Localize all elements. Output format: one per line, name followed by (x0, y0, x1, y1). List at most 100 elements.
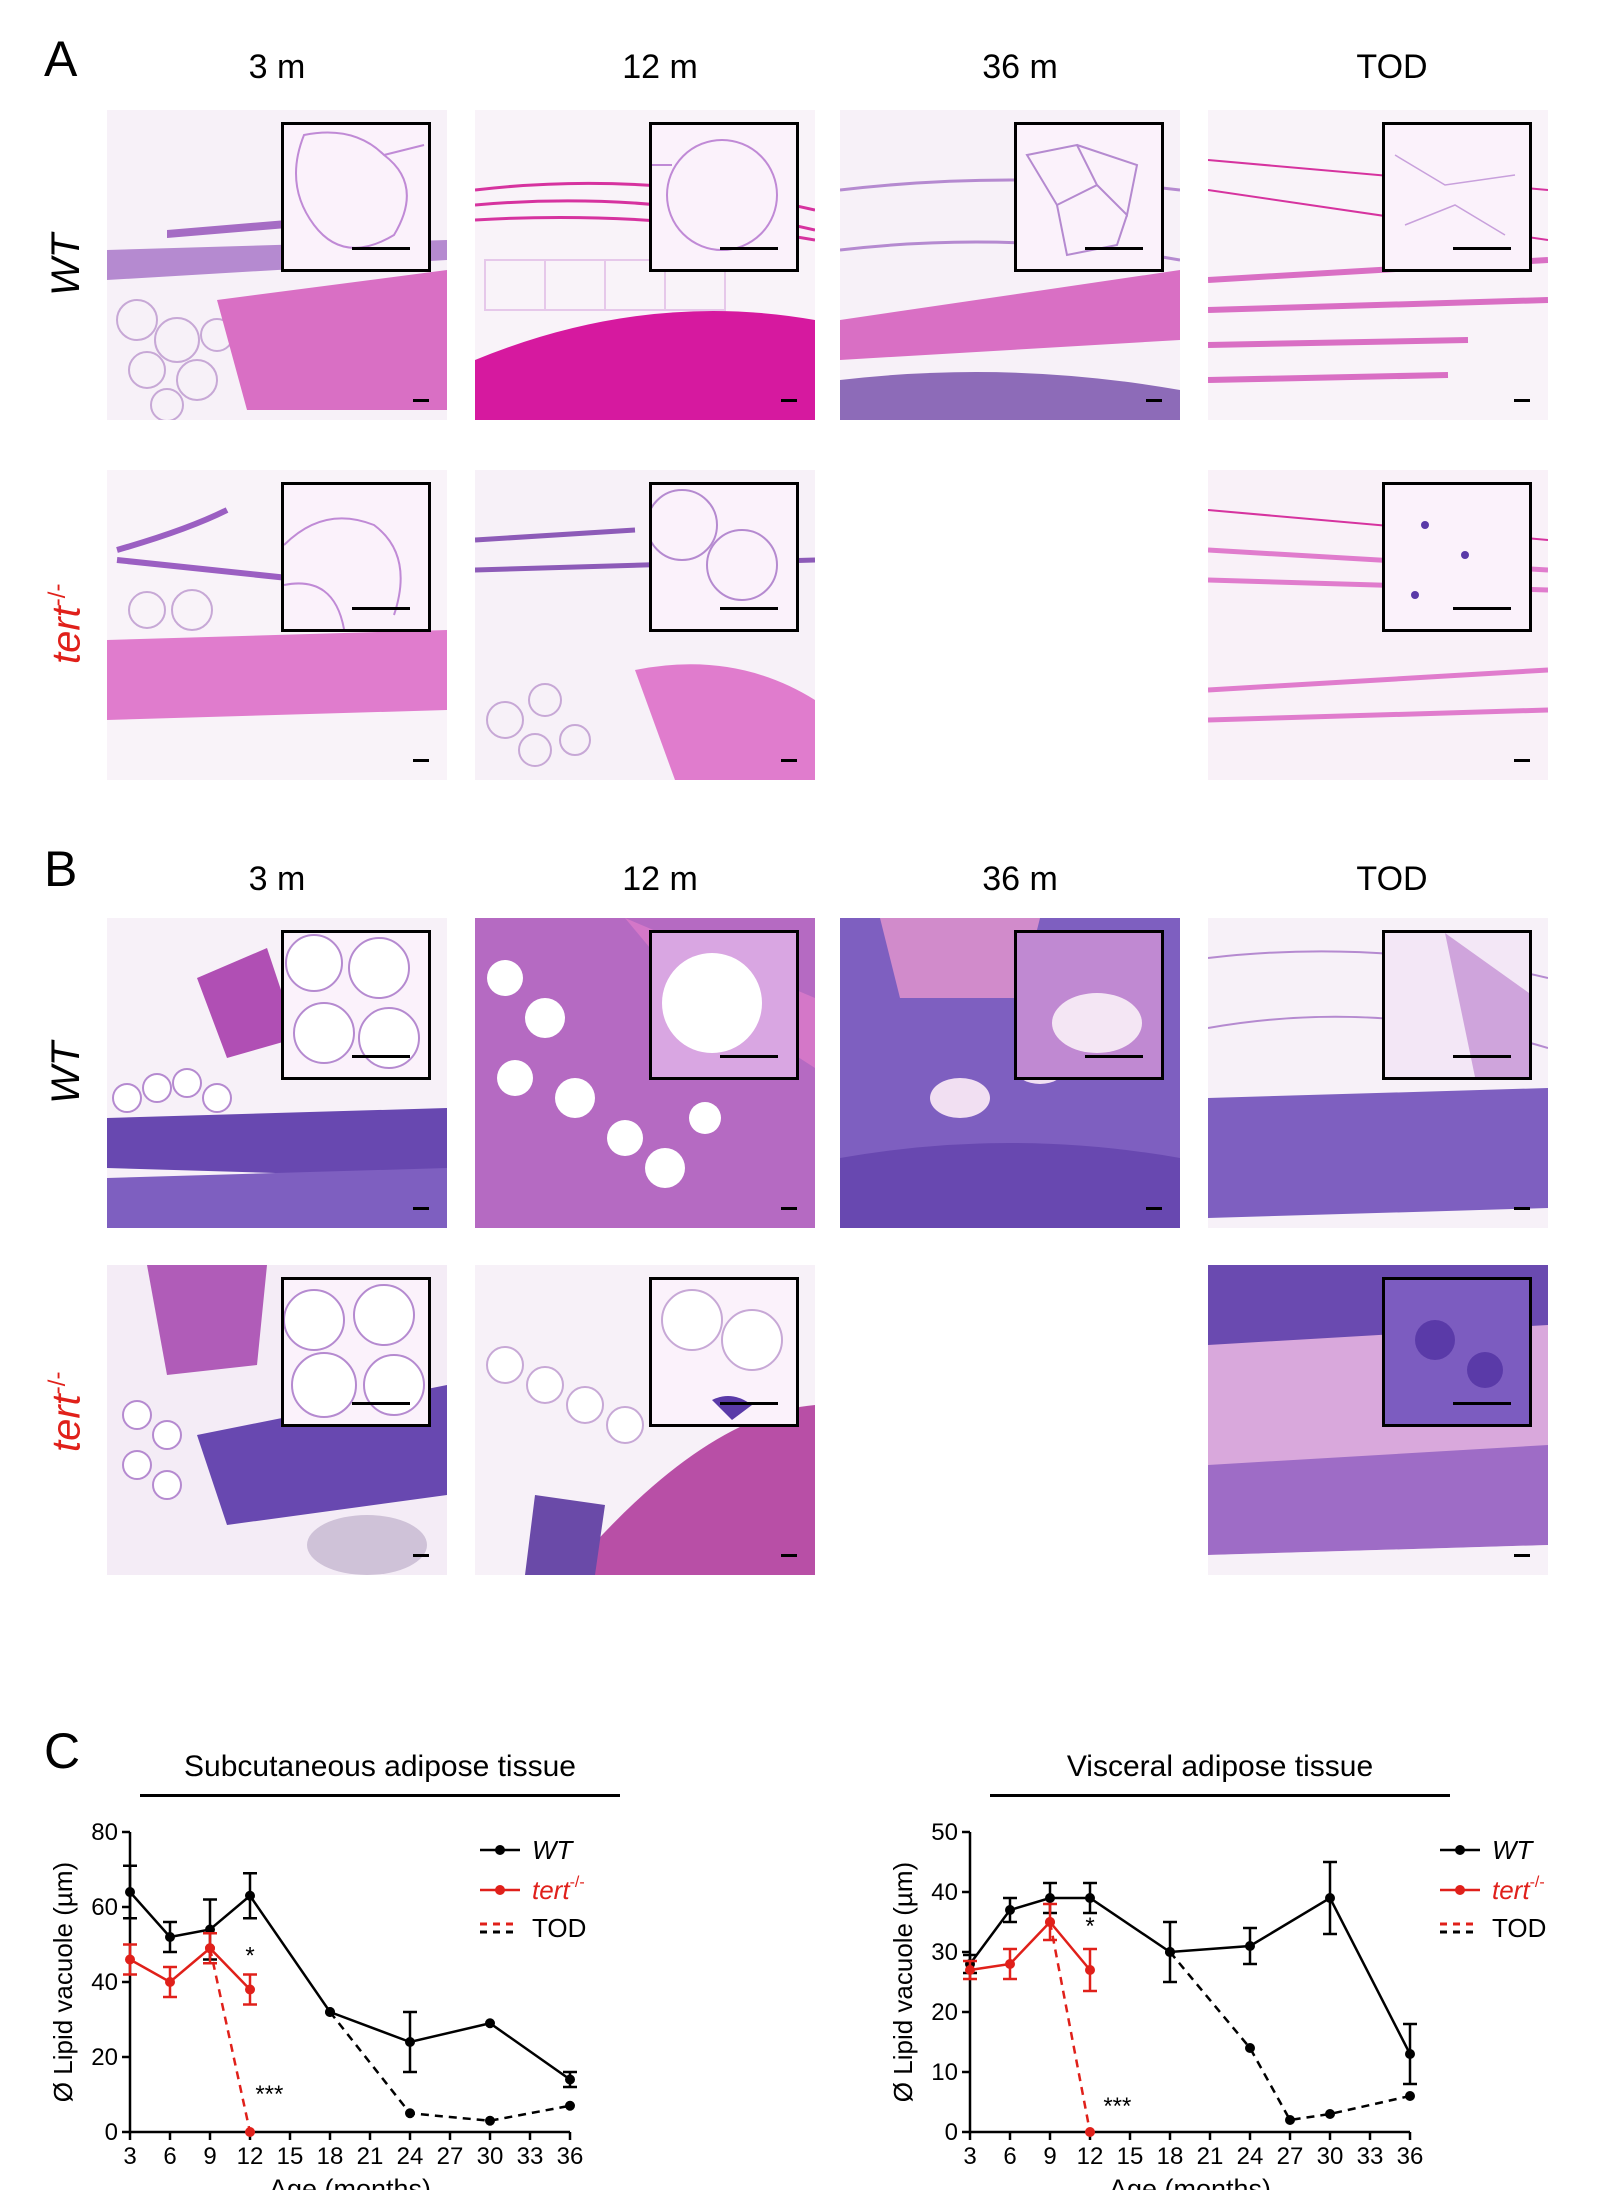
data-point (205, 1943, 215, 1954)
legend-marker-wt (1455, 1845, 1465, 1855)
significance-marker: * (245, 1942, 254, 1969)
data-point (245, 1890, 255, 1901)
data-point (245, 1984, 255, 1995)
data-point (125, 1887, 135, 1897)
scale-bar (781, 1207, 797, 1210)
legend-label-wt: WT (532, 1835, 575, 1865)
panel-c-label: C (44, 1723, 81, 1779)
scale-bar (781, 759, 797, 762)
x-tick-label: 21 (357, 2143, 384, 2170)
x-tick-label: 30 (1317, 2143, 1344, 2170)
x-tick-label: 12 (237, 2143, 264, 2170)
significance-marker: *** (255, 2081, 283, 2108)
inset-scale-bar (352, 607, 410, 610)
y-tick-label: 0 (105, 2119, 118, 2146)
histology-a-wt-12m (475, 110, 815, 420)
legend-label-tert: tert-/- (532, 1874, 585, 1905)
histology-a-tert-12m (475, 470, 815, 780)
histology-b-wt-36m (840, 918, 1180, 1228)
legend-marker-tert (495, 1885, 505, 1895)
y-tick-label: 30 (931, 1939, 958, 1966)
histology-a-wt-3m (107, 110, 447, 420)
x-tick-label: 36 (557, 2143, 584, 2170)
histology-a-tert-tod (1208, 470, 1548, 780)
panel-a-label: A (44, 31, 78, 87)
inset-scale-bar (720, 607, 778, 610)
data-point (1085, 1893, 1095, 1903)
histology-b-wt-tod (1208, 918, 1548, 1228)
data-point (245, 2127, 255, 2137)
data-point (965, 1965, 975, 1975)
y-tick-label: 50 (931, 1819, 958, 1846)
panel-a-col-tod: TOD (1356, 48, 1428, 86)
data-point (165, 1977, 175, 1987)
x-tick-label: 3 (123, 2143, 136, 2170)
series-line (329, 2011, 571, 2123)
inset-scale-bar (1085, 1055, 1143, 1058)
inset-a-wt-tod (1382, 122, 1532, 272)
x-tick-label: 9 (1043, 2143, 1056, 2170)
inset-scale-bar (1453, 1402, 1511, 1405)
panel-b-label: B (44, 841, 78, 897)
data-point (1285, 2115, 1295, 2125)
histology-b-wt-12m (475, 918, 815, 1228)
data-point (1165, 1947, 1175, 1957)
scale-bar (1514, 1207, 1530, 1210)
inset-scale-bar (720, 1402, 778, 1405)
scale-bar (413, 399, 429, 402)
x-axis-label: Age (months) (1109, 2174, 1271, 2190)
x-tick-label: 21 (1197, 2143, 1224, 2170)
x-tick-label: 27 (1277, 2143, 1304, 2170)
data-point (405, 2108, 415, 2119)
data-point (1245, 2043, 1255, 2053)
x-axis-label: Age (months) (269, 2174, 431, 2190)
scale-bar (1146, 399, 1162, 402)
data-point (325, 2007, 335, 2017)
inset-scale-bar (352, 1402, 410, 1405)
inset-scale-bar (1453, 1055, 1511, 1058)
data-point (565, 2074, 575, 2085)
inset-a-tert-12m (649, 482, 799, 632)
inset-b-tert-12m (649, 1277, 799, 1427)
histology-b-wt-3m (107, 918, 447, 1228)
x-tick-label: 27 (437, 2143, 464, 2170)
legend-marker-wt (495, 1845, 505, 1855)
y-tick-label: 20 (931, 1999, 958, 2026)
data-point (1085, 1965, 1095, 1975)
y-tick-label: 60 (91, 1894, 118, 1921)
y-axis-label: Ø Lipid vacuole (µm) (48, 1862, 78, 2102)
legend-label-tert: tert-/- (1492, 1874, 1545, 1905)
data-point (1005, 1905, 1015, 1915)
x-tick-label: 3 (963, 2143, 976, 2170)
significance-marker: * (1085, 1913, 1094, 1940)
data-point (1245, 1941, 1255, 1951)
data-point (1405, 2091, 1415, 2101)
inset-b-wt-3m (281, 930, 431, 1080)
series-line (208, 1947, 252, 2133)
histology-b-tert-12m (475, 1265, 815, 1575)
series-line (1169, 1951, 1411, 2122)
scale-bar (413, 759, 429, 762)
series-line (129, 1891, 571, 2081)
inset-b-wt-36m (1014, 930, 1164, 1080)
data-point (405, 2037, 415, 2047)
scale-bar (1514, 1554, 1530, 1557)
legend-label-tert-sup: -/- (570, 1874, 585, 1891)
y-axis-label: Ø Lipid vacuole (µm) (888, 1862, 918, 2102)
x-tick-label: 6 (1003, 2143, 1016, 2170)
panel-b-col-3m: 3 m (248, 860, 306, 898)
inset-scale-bar (720, 1055, 778, 1058)
inset-a-wt-3m (281, 122, 431, 272)
x-tick-label: 15 (277, 2143, 304, 2170)
x-tick-label: 33 (517, 2143, 544, 2170)
legend-label-tod: TOD (532, 1913, 586, 1943)
title-underline (990, 1794, 1450, 1797)
significance-marker: *** (1103, 2093, 1131, 2120)
legend-label-tert-sup: -/- (1530, 1874, 1545, 1891)
scale-bar (1514, 759, 1530, 762)
scale-bar (781, 1554, 797, 1557)
x-tick-label: 15 (1117, 2143, 1144, 2170)
x-tick-label: 36 (1397, 2143, 1424, 2170)
